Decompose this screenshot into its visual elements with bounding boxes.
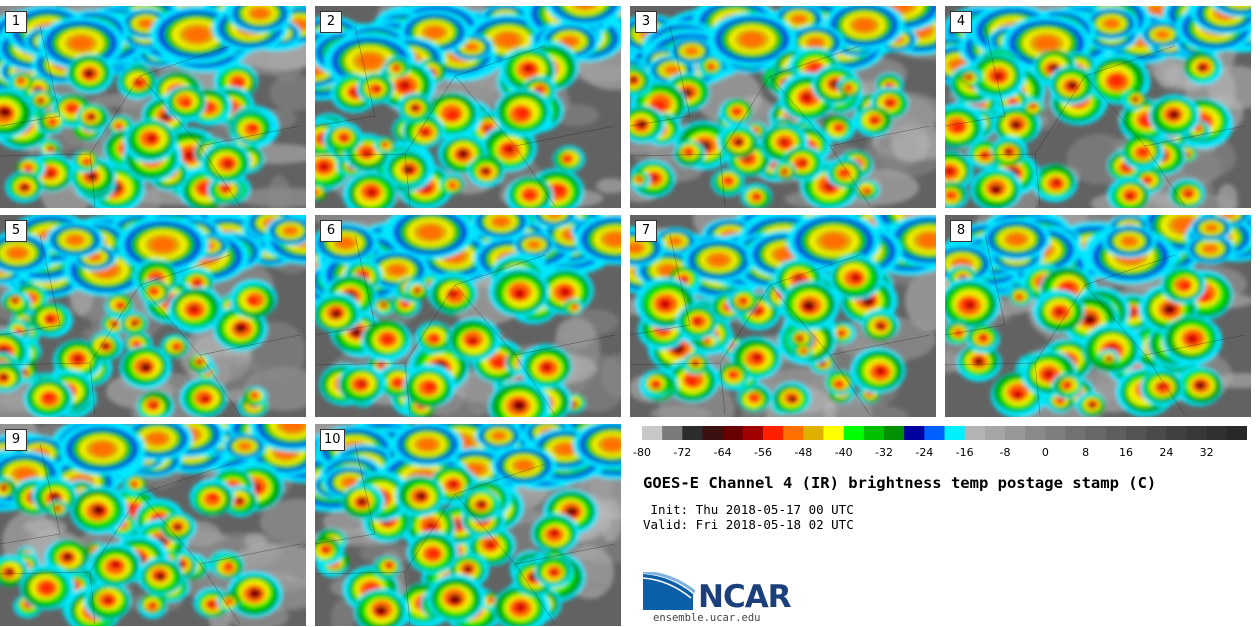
postage-stamp-panel: 7 bbox=[630, 215, 936, 417]
panel-number-label: 3 bbox=[635, 11, 657, 33]
colorbar-bin bbox=[924, 426, 945, 440]
colorbar-tick-label: 16 bbox=[1119, 446, 1133, 459]
colorbar-tick-label: 24 bbox=[1159, 446, 1174, 459]
postage-stamp-panel: 6 bbox=[315, 215, 621, 417]
colorbar-tick-labels: -80 -72 -64 -56 -48 -40 -32 -24 -16 -8 0 8 16 24 32 bbox=[633, 446, 1252, 462]
panel-number-label: 5 bbox=[5, 220, 27, 242]
colorbar-tick-label: 32 bbox=[1199, 446, 1214, 459]
colorbar-tick-label: 8 bbox=[1082, 446, 1090, 459]
colorbar-bin bbox=[1105, 426, 1127, 440]
panel-number-label: 2 bbox=[320, 11, 342, 33]
panel-number-label: 4 bbox=[950, 11, 972, 33]
panel-number-label: 10 bbox=[320, 429, 345, 451]
colorbar-tick-label: -56 bbox=[754, 446, 772, 459]
init-time: Init: Thu 2018-05-17 00 UTC bbox=[643, 502, 854, 517]
ir-brightness-map bbox=[945, 6, 1251, 208]
colorbar-bin bbox=[1226, 426, 1247, 440]
postage-stamp-panel: 2 bbox=[315, 6, 621, 208]
colorbar-bin bbox=[1146, 426, 1167, 440]
panel-number-label: 7 bbox=[635, 220, 657, 242]
colorbar-bin bbox=[944, 426, 965, 440]
panel-number-label: 8 bbox=[950, 220, 972, 242]
colorbar-bin bbox=[702, 426, 723, 440]
postage-stamp-panel: 3 bbox=[630, 6, 936, 208]
colorbar-bin bbox=[682, 426, 703, 440]
valid-time: Valid: Fri 2018-05-18 02 UTC bbox=[643, 517, 854, 532]
chart-title: GOES-E Channel 4 (IR) brightness temp po… bbox=[643, 474, 1157, 492]
panel-number-label: 9 bbox=[5, 429, 27, 451]
postage-stamp-panel: 10 bbox=[315, 424, 621, 626]
colorbar-tick-label: -40 bbox=[834, 446, 853, 459]
colorbar-tick-label: -24 bbox=[915, 446, 934, 459]
colorbar-bin bbox=[1206, 426, 1228, 440]
postage-stamp-panel: 5 bbox=[0, 215, 306, 417]
postage-stamp-panel: 8 bbox=[945, 215, 1251, 417]
ir-brightness-map bbox=[315, 424, 621, 626]
colorbar-tick-label: -8 bbox=[999, 446, 1011, 459]
colorbar-bin bbox=[863, 426, 885, 440]
colorbar-bin bbox=[662, 426, 683, 440]
ir-brightness-map bbox=[315, 6, 621, 208]
ir-brightness-map bbox=[0, 215, 306, 417]
ir-brightness-map bbox=[0, 6, 306, 208]
colorbar-bin bbox=[722, 426, 744, 440]
colorbar-bin bbox=[904, 426, 925, 440]
colorbar-bin bbox=[984, 426, 1006, 440]
colorbar-bin bbox=[843, 426, 865, 440]
colorbar-bin bbox=[1126, 426, 1147, 440]
colorbar-tick-label: -32 bbox=[875, 446, 893, 459]
colorbar-bin bbox=[642, 426, 663, 440]
colorbar-bin bbox=[1025, 426, 1046, 440]
panel-number-label: 1 bbox=[5, 11, 27, 33]
panel-number-label: 6 bbox=[320, 220, 342, 242]
colorbar-tick-label: -48 bbox=[794, 446, 813, 459]
colorbar-bin bbox=[783, 426, 804, 440]
colorbar-tick-label: -64 bbox=[713, 446, 732, 459]
colorbar-bin bbox=[1045, 426, 1066, 440]
colorbar-bin bbox=[1065, 426, 1086, 440]
ir-brightness-map bbox=[630, 6, 936, 208]
colorbar-tick-label: -80 bbox=[633, 446, 651, 459]
colorbar-bin bbox=[1085, 426, 1107, 440]
colorbar-bin bbox=[763, 426, 784, 440]
logo-url: ensemble.ucar.edu bbox=[653, 612, 761, 624]
colorbar bbox=[642, 426, 1247, 440]
colorbar-tick-label: -72 bbox=[673, 446, 692, 459]
ir-brightness-map bbox=[0, 424, 306, 626]
postage-stamp-panel: 4 bbox=[945, 6, 1251, 208]
postage-stamp-panel: 1 bbox=[0, 6, 306, 208]
colorbar-bin bbox=[884, 426, 905, 440]
colorbar-bin bbox=[823, 426, 844, 440]
colorbar-bin bbox=[964, 426, 986, 440]
colorbar-bin bbox=[742, 426, 764, 440]
ncar-logo-icon bbox=[643, 572, 695, 610]
ir-brightness-map bbox=[630, 215, 936, 417]
ir-brightness-map bbox=[945, 215, 1251, 417]
ncar-logo-text: NCAR bbox=[698, 579, 792, 615]
ir-brightness-map bbox=[315, 215, 621, 417]
colorbar-bin bbox=[1186, 426, 1207, 440]
postage-stamp-panel: 9 bbox=[0, 424, 306, 626]
colorbar-bin bbox=[803, 426, 824, 440]
colorbar-tick-label: -16 bbox=[955, 446, 974, 459]
colorbar-bin bbox=[1166, 426, 1187, 440]
colorbar-tick-label: 0 bbox=[1041, 446, 1049, 459]
colorbar-bin bbox=[1005, 426, 1026, 440]
